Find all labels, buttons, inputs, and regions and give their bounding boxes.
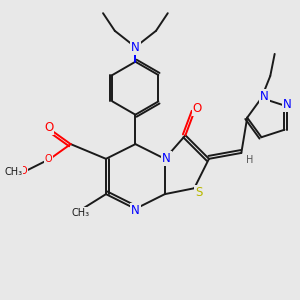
Text: S: S: [195, 186, 202, 199]
Text: N: N: [131, 204, 140, 217]
Text: H: H: [247, 155, 254, 165]
Text: O: O: [45, 154, 52, 164]
Text: N: N: [283, 98, 292, 111]
Text: N: N: [131, 40, 140, 53]
Text: O: O: [44, 122, 53, 134]
Text: N: N: [260, 90, 269, 103]
Text: CH₃: CH₃: [4, 167, 22, 177]
Text: O: O: [20, 166, 27, 176]
Text: N: N: [162, 152, 171, 165]
Text: O: O: [193, 102, 202, 115]
Text: CH₃: CH₃: [72, 208, 90, 218]
